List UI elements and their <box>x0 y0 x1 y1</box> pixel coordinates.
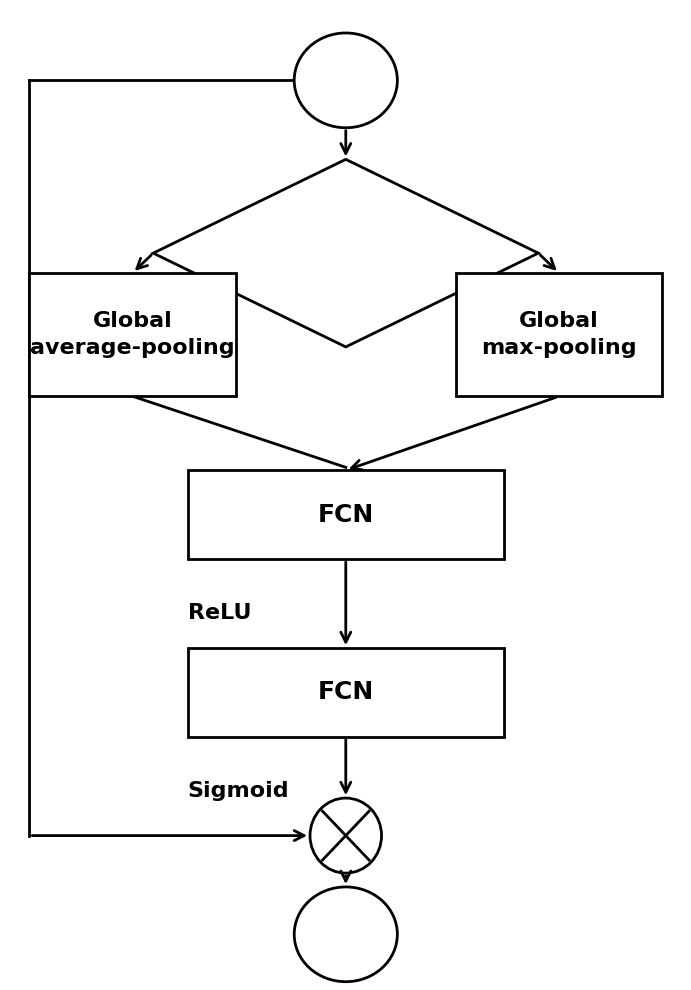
Ellipse shape <box>294 33 397 128</box>
Text: FCN: FCN <box>318 503 374 527</box>
Text: ReLU: ReLU <box>188 604 251 624</box>
Polygon shape <box>153 159 538 346</box>
FancyBboxPatch shape <box>456 273 662 396</box>
Ellipse shape <box>310 798 381 873</box>
Text: FCN: FCN <box>318 680 374 705</box>
FancyBboxPatch shape <box>30 273 236 396</box>
FancyBboxPatch shape <box>188 470 504 559</box>
Text: Global
max-pooling: Global max-pooling <box>481 312 637 357</box>
Ellipse shape <box>294 887 397 982</box>
Text: Sigmoid: Sigmoid <box>188 781 290 801</box>
FancyBboxPatch shape <box>188 648 504 737</box>
Text: Global
average-pooling: Global average-pooling <box>30 312 235 357</box>
